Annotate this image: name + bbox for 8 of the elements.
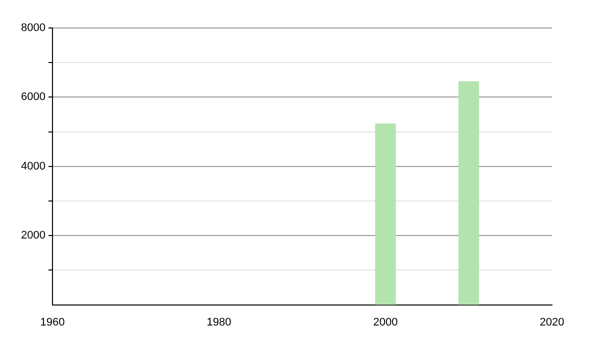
y-tick-label: 4000 xyxy=(20,160,46,172)
x-tick-label: 2020 xyxy=(540,316,564,328)
y-tick-label: 6000 xyxy=(20,91,46,104)
x-tick-label: 1980 xyxy=(206,316,232,328)
y-tick-label: 2000 xyxy=(20,230,46,242)
y-tick-label: 8000 xyxy=(20,22,46,34)
x-tick-label: 1960 xyxy=(40,316,65,328)
x-tick-label: 2000 xyxy=(373,316,398,328)
